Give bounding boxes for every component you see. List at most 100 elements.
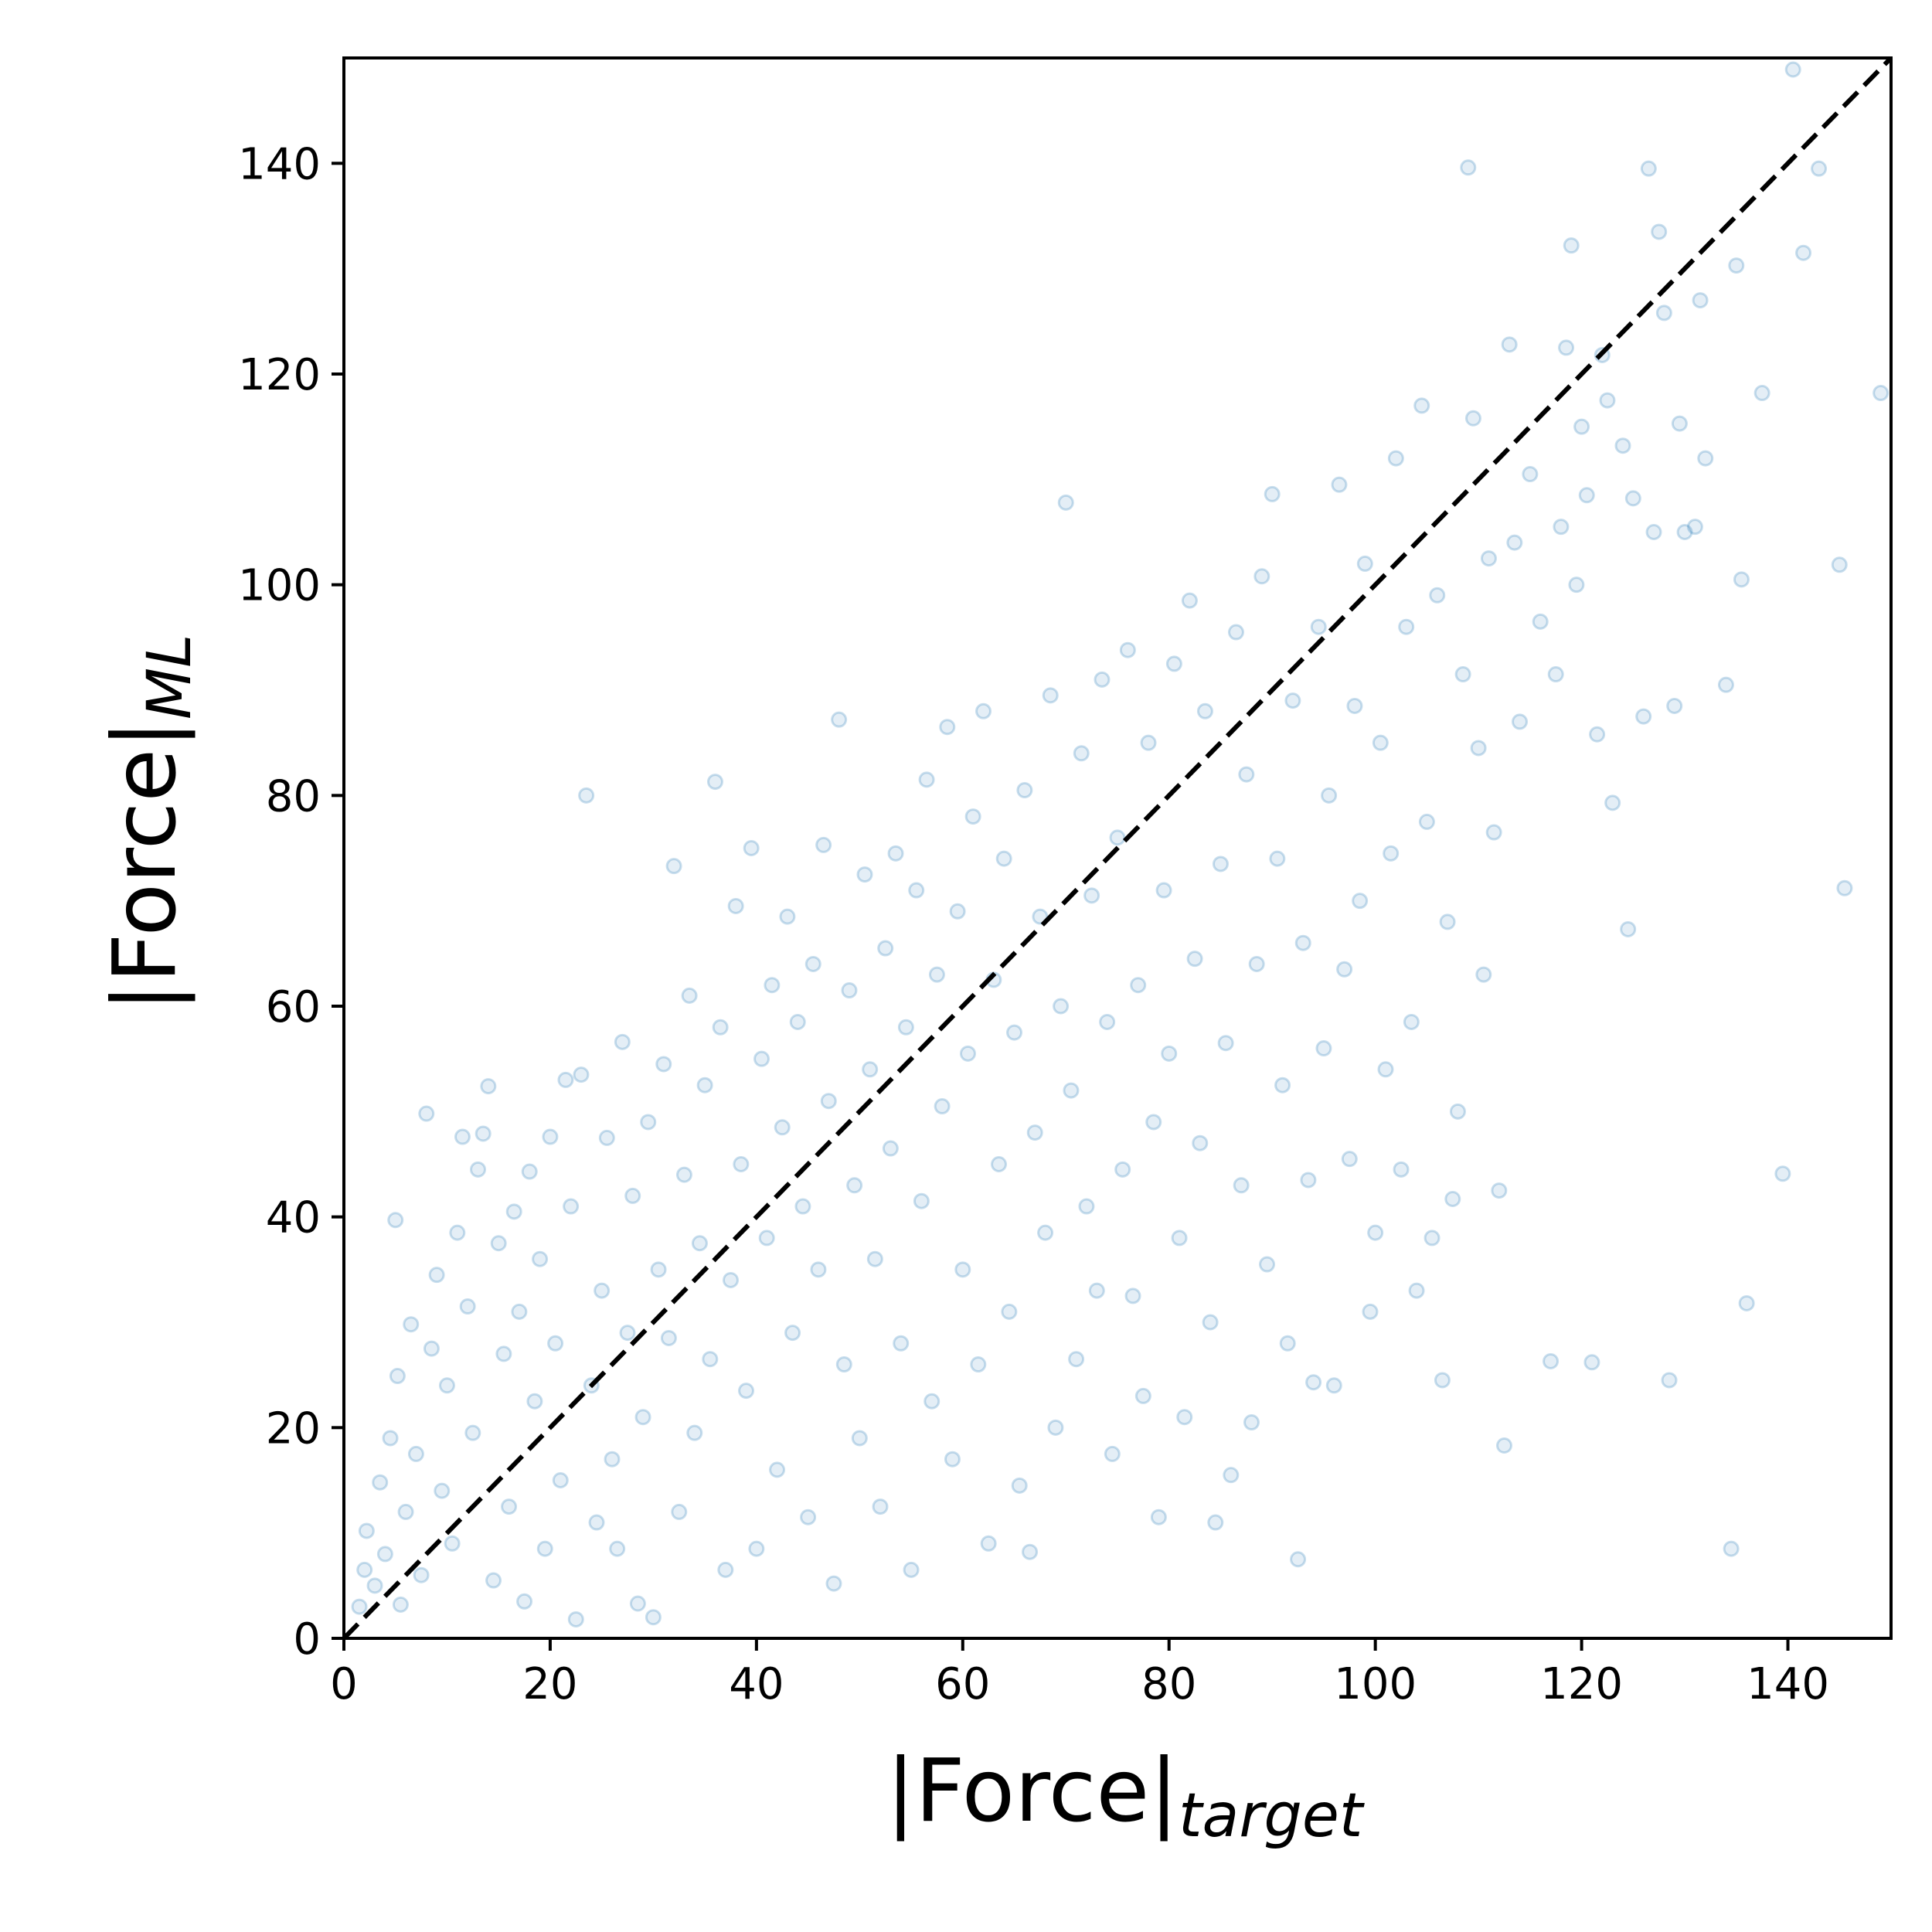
x-tick-label: 80 [1141, 1659, 1196, 1709]
x-tick-label: 120 [1540, 1659, 1623, 1709]
data-point [835, 1356, 852, 1373]
data-point [1321, 787, 1338, 804]
data-point [1423, 1230, 1440, 1247]
data-point [1558, 339, 1575, 356]
data-point [675, 1166, 692, 1183]
data-point [526, 1393, 543, 1410]
data-point [804, 955, 821, 972]
data-point [464, 1424, 481, 1441]
data-point [1341, 1151, 1358, 1168]
data-point [1026, 1124, 1043, 1141]
data-point [1733, 571, 1750, 588]
data-point [1176, 1409, 1193, 1426]
data-point [872, 1498, 889, 1515]
data-point [723, 1271, 739, 1288]
data-point [1243, 1414, 1260, 1431]
data-point [1238, 766, 1255, 783]
data-point [1037, 1224, 1054, 1241]
data-points [351, 61, 1889, 1628]
data-point [831, 711, 848, 728]
data-point [980, 1535, 997, 1552]
data-point [686, 1424, 703, 1441]
x-tick-label: 0 [330, 1659, 358, 1709]
data-point [1454, 666, 1471, 683]
data-point [1387, 450, 1404, 467]
data-point [1145, 1114, 1162, 1131]
data-point [1686, 519, 1703, 536]
data-point [1269, 850, 1286, 867]
data-point [495, 1345, 512, 1362]
data-point [1134, 1387, 1151, 1404]
data-point [1109, 829, 1126, 846]
data-point [1372, 734, 1389, 751]
data-point [846, 1177, 863, 1194]
data-point [1068, 1351, 1085, 1368]
data-point [1661, 1372, 1678, 1389]
data-point [1202, 1314, 1219, 1331]
x-tick-label: 20 [522, 1659, 577, 1709]
data-point [413, 1566, 430, 1583]
data-point [1310, 618, 1327, 635]
data-point [1032, 908, 1049, 925]
data-point [1624, 490, 1641, 507]
data-point [619, 1325, 636, 1342]
data-point [712, 1019, 729, 1036]
data-point [758, 1230, 775, 1247]
data-point [1738, 1294, 1755, 1311]
data-point [815, 836, 832, 853]
data-point [1083, 887, 1100, 904]
data-point [1553, 519, 1570, 536]
data-point [1212, 855, 1229, 872]
data-point [702, 1351, 719, 1368]
data-point [1573, 418, 1590, 435]
y-axis-title: |Force|ML [95, 634, 205, 1012]
data-point [944, 1451, 961, 1468]
data-point [769, 1461, 786, 1478]
data-point [975, 702, 992, 719]
data-point [954, 1261, 971, 1278]
data-point [1666, 697, 1683, 714]
data-point [1811, 160, 1828, 177]
data-point [1367, 1224, 1384, 1241]
data-point [1171, 1230, 1188, 1247]
data-point [897, 1019, 914, 1036]
data-point [397, 1503, 414, 1520]
data-point [1723, 1540, 1740, 1557]
data-point [547, 1335, 564, 1352]
data-point [490, 1235, 507, 1252]
data-point [964, 808, 981, 825]
data-point [557, 1071, 574, 1088]
data-point [1439, 913, 1456, 930]
data-point [882, 1140, 899, 1157]
data-point [1614, 437, 1631, 454]
data-point [624, 1187, 641, 1204]
data-point [1717, 676, 1734, 693]
data-point [454, 1128, 471, 1145]
data-point [604, 1451, 621, 1468]
data-point [1022, 1543, 1039, 1560]
data-point [717, 1561, 734, 1578]
data-point [629, 1595, 646, 1612]
y-axis-ticks: 0 20 40 60 80 100 120 140 [238, 139, 344, 1665]
data-point [1165, 655, 1182, 672]
data-point [1352, 893, 1369, 910]
data-point [1259, 1256, 1276, 1273]
data-point [1294, 934, 1311, 951]
data-point [1434, 1372, 1451, 1389]
data-point [748, 1540, 765, 1557]
y-tick-label: 140 [238, 139, 321, 189]
data-point [428, 1267, 445, 1284]
data-point [691, 1235, 708, 1252]
data-point [1532, 613, 1549, 630]
data-point [949, 903, 966, 920]
data-point [521, 1163, 538, 1180]
data-point [995, 850, 1012, 867]
data-point [1181, 592, 1198, 609]
data-point [856, 866, 873, 883]
data-point [862, 1061, 879, 1078]
data-point [1223, 1467, 1240, 1484]
data-point [866, 1250, 883, 1267]
data-point [887, 845, 904, 862]
data-point [573, 1066, 590, 1083]
